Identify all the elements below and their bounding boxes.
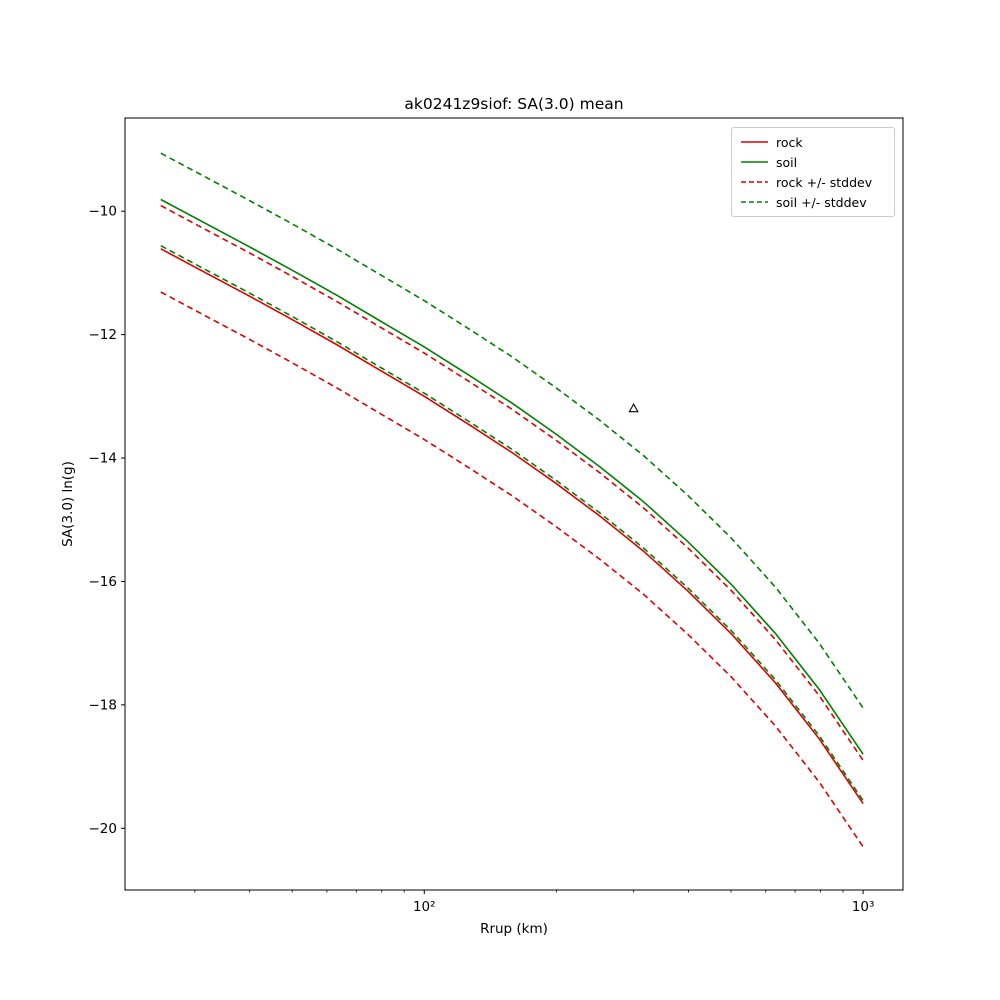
- y-tick-label: −20: [89, 821, 118, 837]
- legend-label: soil +/- stddev: [776, 194, 867, 210]
- y-tick-label: −16: [89, 574, 118, 590]
- x-axis-label: Rrup (km): [480, 921, 548, 937]
- legend-sample-soil-stddev: [741, 196, 768, 208]
- legend-item-soil-stddev: soil +/- stddev: [741, 194, 885, 210]
- legend-line-sample: [741, 181, 768, 183]
- y-tick-label: −10: [89, 204, 118, 220]
- series-rock-stddev-upper: [160, 204, 864, 761]
- legend-label: rock +/- stddev: [776, 174, 873, 190]
- series-soil-stddev-upper: [160, 152, 864, 709]
- legend-line-sample: [741, 141, 768, 143]
- y-tick-label: −14: [89, 451, 118, 467]
- series-rock: [160, 248, 864, 805]
- legend-item-rock: rock: [741, 134, 885, 150]
- y-tick-label: −18: [89, 697, 118, 713]
- legend: rock soil rock +/- stddev soil +/- stdde…: [731, 127, 895, 217]
- legend-sample-rock-stddev: [741, 176, 768, 188]
- x-tick-label: 10²: [413, 899, 436, 915]
- series-rock-stddev-lower: [160, 291, 864, 848]
- legend-label: rock: [776, 134, 803, 150]
- legend-sample-rock: [741, 136, 768, 148]
- series-soil-stddev-lower: [160, 244, 864, 801]
- series-soil: [160, 198, 864, 755]
- legend-line-sample: [741, 201, 768, 203]
- y-tick-label: −12: [89, 327, 118, 343]
- legend-item-rock-stddev: rock +/- stddev: [741, 174, 885, 190]
- legend-item-soil: soil: [741, 154, 885, 170]
- axes-frame: [124, 117, 904, 891]
- x-tick-label: 10³: [852, 899, 875, 915]
- legend-sample-soil: [741, 156, 768, 168]
- y-axis-label: SA(3.0) ln(g): [60, 461, 76, 547]
- legend-label: soil: [776, 154, 798, 170]
- legend-line-sample: [741, 161, 768, 163]
- chart-title: ak0241z9siof: SA(3.0) mean: [404, 95, 624, 113]
- station-triangle-marker: [628, 403, 639, 413]
